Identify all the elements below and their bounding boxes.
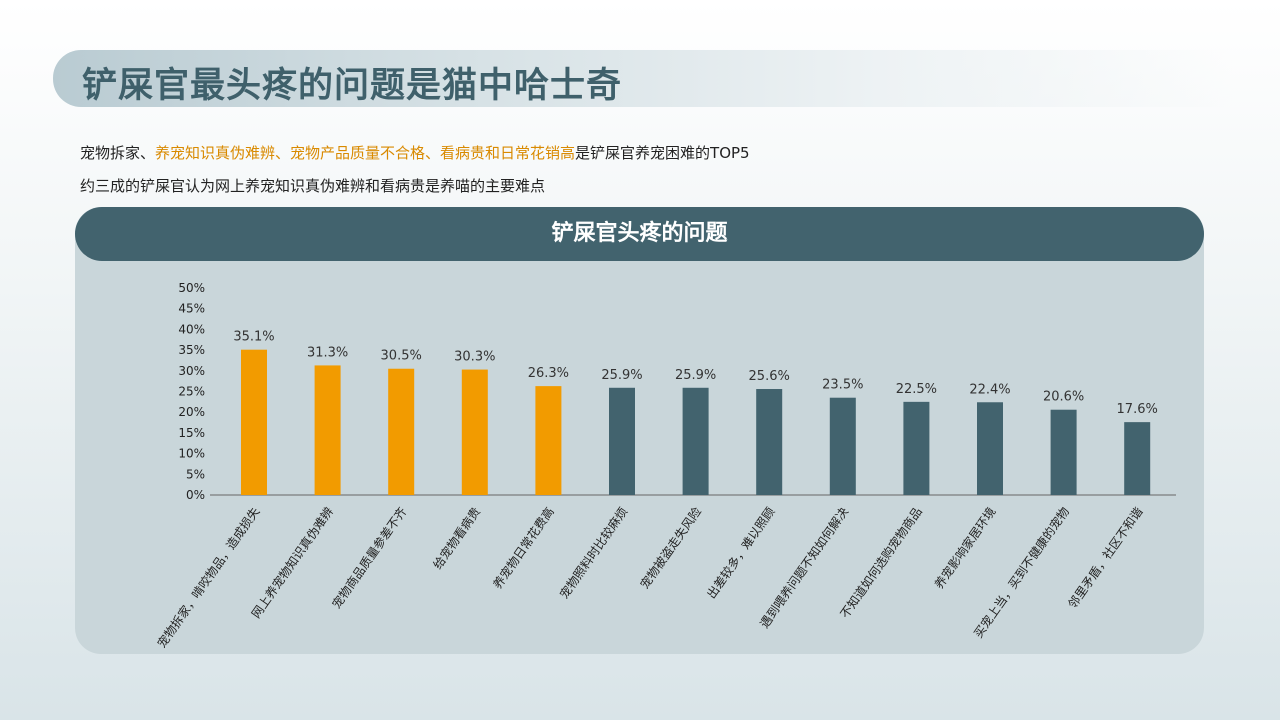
subtitle-highlight: 养宠知识真伪难辨、宠物产品质量不合格、看病贵和日常花销高 bbox=[155, 144, 576, 162]
bar bbox=[682, 387, 709, 495]
x-tick-label: 养宠影响家居环境 bbox=[931, 504, 998, 591]
bar bbox=[609, 387, 635, 495]
x-tick-label: 宠物照料时比较麻烦 bbox=[556, 504, 630, 601]
x-tick-label: 宠物商品质量参差不齐 bbox=[329, 504, 410, 611]
y-tick-label: 15% bbox=[178, 426, 205, 440]
bar bbox=[535, 386, 562, 495]
bar bbox=[756, 389, 783, 495]
data-label: 23.5% bbox=[822, 378, 863, 393]
y-tick-label: 0% bbox=[186, 488, 205, 502]
data-label: 20.6% bbox=[1043, 390, 1084, 405]
y-tick-label: 35% bbox=[178, 343, 205, 357]
bar bbox=[903, 401, 930, 495]
data-label: 30.5% bbox=[381, 349, 422, 364]
data-label: 31.3% bbox=[307, 345, 348, 360]
bar bbox=[977, 402, 1003, 495]
title-band bbox=[53, 50, 1233, 107]
data-label: 35.1% bbox=[233, 330, 274, 345]
y-tick-label: 40% bbox=[178, 322, 205, 336]
y-tick-label: 30% bbox=[178, 364, 205, 378]
x-tick-label: 邻里矛盾，社区不和谐 bbox=[1065, 504, 1146, 611]
subtitle-line-1: 宠物拆家、养宠知识真伪难辨、宠物产品质量不合格、看病贵和日常花销高是铲屎官养宠困… bbox=[80, 142, 750, 163]
bar bbox=[1124, 422, 1151, 495]
subtitle-prefix: 宠物拆家、 bbox=[80, 144, 156, 162]
x-tick-label: 宠物被盗走失风险 bbox=[637, 504, 704, 591]
y-tick-label: 50% bbox=[178, 281, 205, 295]
page-title: 铲屎官最头疼的问题是猫中哈士奇 bbox=[82, 66, 623, 106]
x-tick-label: 养宠物日常花费高 bbox=[489, 504, 556, 591]
data-label: 30.3% bbox=[454, 350, 495, 365]
x-tick-label: 不知道如何选购宠物商品 bbox=[837, 504, 925, 621]
data-label: 22.4% bbox=[969, 382, 1010, 397]
y-tick-label: 25% bbox=[178, 385, 205, 399]
y-tick-label: 45% bbox=[178, 302, 205, 316]
x-tick-label: 给宠物看病贵 bbox=[430, 504, 484, 572]
y-tick-label: 5% bbox=[186, 467, 205, 481]
chart-header-bar bbox=[75, 207, 1204, 261]
data-label: 25.9% bbox=[675, 368, 716, 383]
bar bbox=[388, 368, 415, 495]
bar bbox=[829, 397, 856, 495]
bar bbox=[461, 369, 488, 495]
subtitle-line-2: 约三成的铲屎官认为网上养宠知识真伪难辨和看病贵是养喵的主要难点 bbox=[80, 177, 546, 195]
x-tick-label: 宠物拆家，啃咬物品，造成损失 bbox=[154, 504, 263, 650]
y-tick-label: 10% bbox=[178, 447, 205, 461]
data-label: 22.5% bbox=[896, 382, 937, 397]
bar bbox=[1050, 409, 1077, 495]
data-label: 26.3% bbox=[528, 366, 569, 381]
data-label: 25.9% bbox=[601, 368, 642, 383]
data-label: 17.6% bbox=[1117, 402, 1158, 417]
chart-title: 铲屎官头疼的问题 bbox=[551, 221, 728, 246]
x-tick-label: 遇到喂养问题不知如何解决 bbox=[756, 504, 851, 631]
x-tick-label: 网上养宠物知识真伪难辨 bbox=[248, 504, 336, 621]
y-tick-label: 20% bbox=[178, 405, 205, 419]
data-label: 25.6% bbox=[749, 369, 790, 384]
bar bbox=[314, 365, 341, 495]
bar bbox=[241, 349, 267, 495]
x-tick-label: 出差较多，难以照顾 bbox=[703, 504, 777, 601]
subtitle-suffix: 是铲屎官养宠困难的TOP5 bbox=[575, 144, 750, 162]
